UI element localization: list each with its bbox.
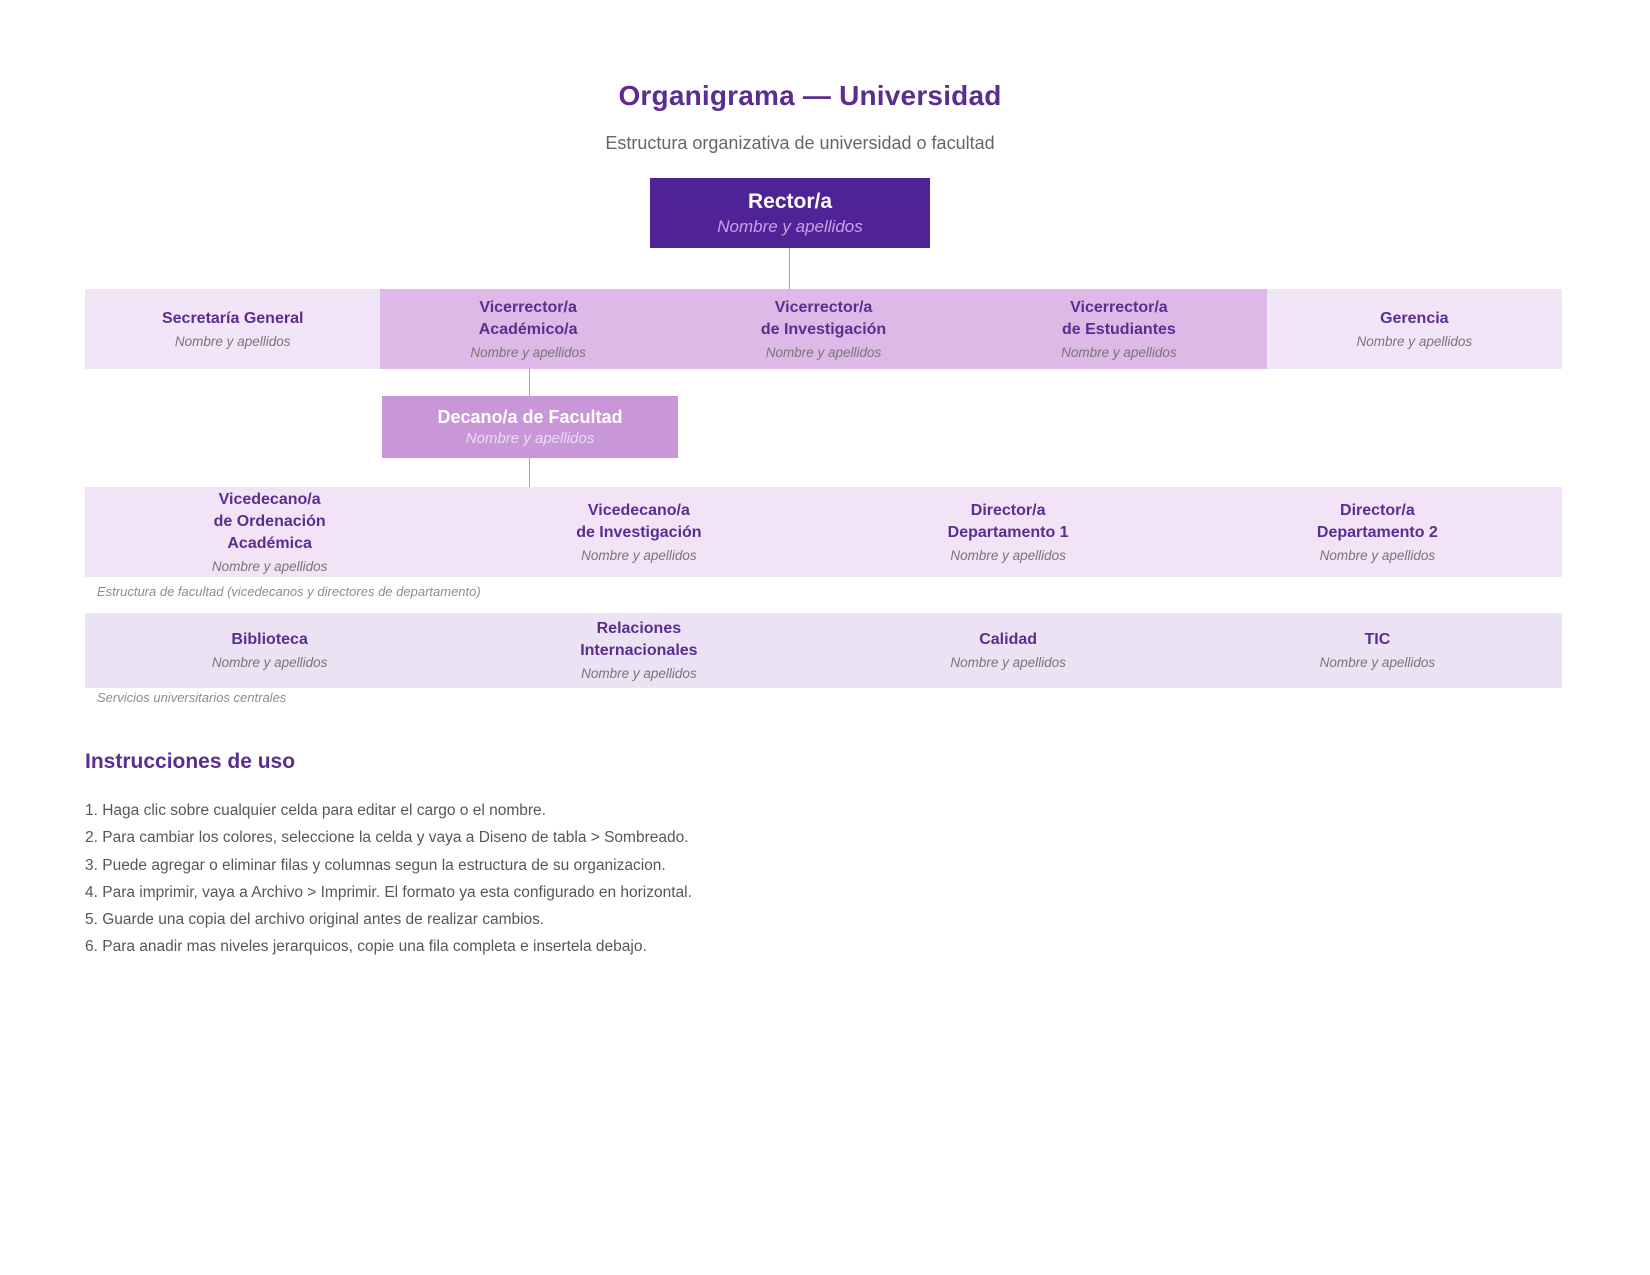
org-cell-name: Nombre y apellidos xyxy=(211,655,328,670)
org-cell-title: Director/a Departamento 2 xyxy=(1316,501,1438,541)
instruction-item: 4. Para imprimir, vaya a Archivo > Impri… xyxy=(85,883,692,901)
instruction-item: 1. Haga clic sobre cualquier celda para … xyxy=(85,802,546,819)
org-cell-secretaria-general[interactable]: Secretaría General Nombre y apellidos xyxy=(85,289,381,369)
org-cell-name: Nombre y apellidos xyxy=(581,666,697,681)
org-cell-title: Vicerrector/a de Investigación xyxy=(760,298,887,338)
connector-row2-to-decano xyxy=(529,369,530,396)
instructions-list: 1. Haga clic sobre cualquier celda para … xyxy=(85,797,1185,961)
instruction-item: 2. Para cambiar los colores, seleccione … xyxy=(85,829,689,847)
org-cell-name: Nombre y apellidos xyxy=(211,558,328,574)
instruction-item: 5. Guarde una copia del archivo original… xyxy=(85,911,545,929)
org-cell-title: Secretaría General xyxy=(161,309,304,327)
org-row-facultad: Vicedecano/a de Ordenación Académica Nom… xyxy=(85,487,1562,577)
org-cell-vicedecano-ordenacion[interactable]: Vicedecano/a de Ordenación Académica Nom… xyxy=(85,487,454,577)
org-row-servicios: Biblioteca Nombre y apellidos Relaciones… xyxy=(85,613,1562,688)
instruction-item: 3. Puede agregar o eliminar filas y colu… xyxy=(85,856,666,874)
org-cell-title: TIC xyxy=(1364,631,1391,648)
org-cell-name: Nombre y apellidos xyxy=(470,344,586,360)
org-cell-name: Nombre y apellidos xyxy=(1319,547,1436,563)
org-cell-name: Nombre y apellidos xyxy=(717,216,863,236)
org-cell-name: Nombre y apellidos xyxy=(465,430,595,447)
org-cell-title: Biblioteca xyxy=(231,631,308,648)
page-title: Organigrama — Universidad xyxy=(618,80,1002,111)
org-cell-rector[interactable]: Rector/a Nombre y apellidos xyxy=(650,178,930,248)
org-cell-vicerrector-estudiantes[interactable]: Vicerrector/a de Estudiantes Nombre y ap… xyxy=(971,289,1267,369)
org-cell-title: Rector/a xyxy=(747,189,833,213)
org-cell-gerencia[interactable]: Gerencia Nombre y apellidos xyxy=(1266,289,1563,369)
org-cell-name: Nombre y apellidos xyxy=(950,547,1066,563)
org-cell-title: Vicedecano/a de Ordenación Académica xyxy=(213,490,326,552)
page-subtitle: Estructura organizativa de universidad o… xyxy=(605,133,995,153)
org-cell-title: Vicerrector/a Académico/a xyxy=(478,298,578,338)
org-cell-vicerrector-investigacion[interactable]: Vicerrector/a de Investigación Nombre y … xyxy=(675,289,972,369)
org-cell-calidad[interactable]: Calidad Nombre y apellidos xyxy=(824,613,1193,688)
org-cell-name: Nombre y apellidos xyxy=(174,333,291,349)
org-cell-director-departamento-2[interactable]: Director/a Departamento 2 Nombre y apell… xyxy=(1193,487,1562,577)
org-cell-title: Decano/a de Facultad xyxy=(437,407,623,427)
org-cell-name: Nombre y apellidos xyxy=(765,344,882,360)
org-cell-title: Director/a Departamento 1 xyxy=(947,501,1069,541)
row4-caption: Servicios universitarios centrales xyxy=(97,690,287,705)
org-cell-name: Nombre y apellidos xyxy=(1319,655,1436,670)
org-cell-vicerrector-academico[interactable]: Vicerrector/a Académico/a Nombre y apell… xyxy=(380,289,676,369)
instructions-heading: Instrucciones de uso xyxy=(85,750,296,773)
org-cell-biblioteca[interactable]: Biblioteca Nombre y apellidos xyxy=(85,613,454,688)
org-cell-title: Relaciones Internacionales xyxy=(580,620,698,659)
org-cell-name: Nombre y apellidos xyxy=(1356,333,1473,349)
org-cell-title: Vicerrector/a de Estudiantes xyxy=(1062,298,1176,338)
org-cell-name: Nombre y apellidos xyxy=(1061,344,1177,360)
org-cell-decano[interactable]: Decano/a de Facultad Nombre y apellidos xyxy=(382,396,678,458)
org-cell-director-departamento-1[interactable]: Director/a Departamento 1 Nombre y apell… xyxy=(824,487,1193,577)
row3-caption: Estructura de facultad (vicedecanos y di… xyxy=(97,584,481,599)
instruction-item: 6. Para anadir mas niveles jerarquicos, … xyxy=(85,938,647,956)
org-cell-title: Gerencia xyxy=(1380,309,1449,327)
org-cell-name: Nombre y apellidos xyxy=(950,655,1066,670)
connector-rector-to-row2 xyxy=(789,248,790,289)
org-cell-tic[interactable]: TIC Nombre y apellidos xyxy=(1193,613,1562,688)
org-cell-vicedecano-investigacion[interactable]: Vicedecano/a de Investigación Nombre y a… xyxy=(454,487,823,577)
org-cell-title: Vicedecano/a de Investigación xyxy=(576,501,702,541)
org-row-direccion-general: Secretaría General Nombre y apellidos Vi… xyxy=(85,289,1563,369)
org-cell-name: Nombre y apellidos xyxy=(581,547,697,563)
org-cell-title: Calidad xyxy=(979,631,1038,648)
org-cell-relaciones-internacionales[interactable]: Relaciones Internacionales Nombre y apel… xyxy=(454,613,823,688)
connector-decano-to-row3 xyxy=(529,458,530,487)
